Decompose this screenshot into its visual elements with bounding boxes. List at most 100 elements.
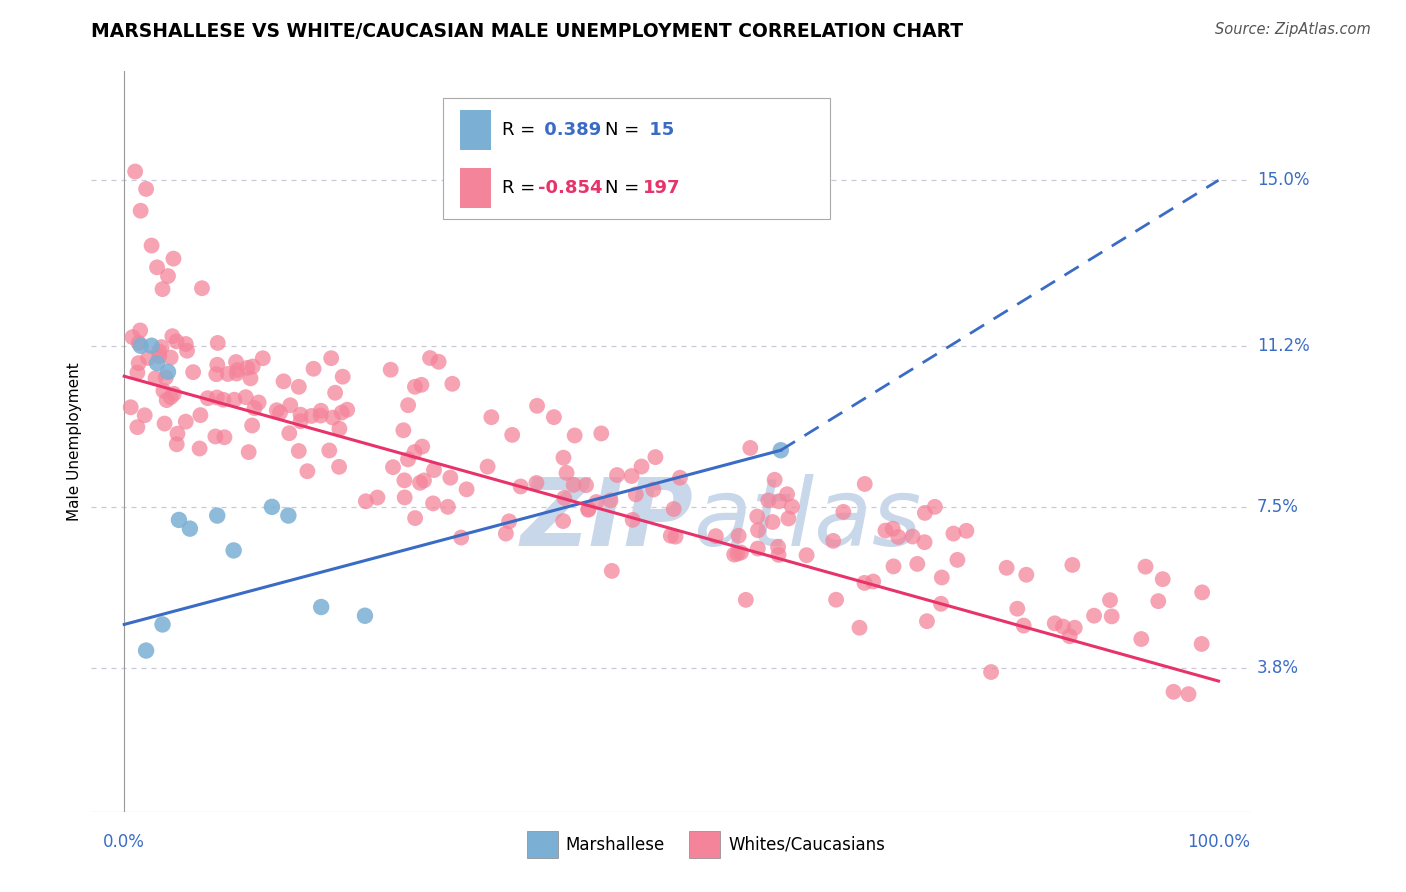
Text: 11.2%: 11.2%	[1257, 336, 1309, 355]
Point	[1015, 567, 1038, 582]
Point	[1098, 593, 1121, 607]
Point	[328, 422, 350, 436]
Point	[553, 491, 575, 505]
Point	[159, 351, 181, 365]
Point	[148, 344, 170, 359]
Point	[763, 473, 786, 487]
Point	[600, 564, 623, 578]
Point	[553, 450, 575, 465]
Point	[498, 514, 520, 528]
Point	[578, 502, 600, 516]
Point	[946, 553, 969, 567]
Point	[205, 368, 228, 382]
Point	[769, 443, 792, 458]
Point	[882, 559, 904, 574]
Point	[152, 384, 174, 398]
Point	[145, 371, 167, 385]
Point	[207, 335, 229, 350]
Point	[1147, 594, 1170, 608]
Point	[796, 548, 818, 562]
Point	[166, 426, 188, 441]
Point	[1012, 618, 1035, 632]
Point	[156, 268, 179, 283]
Point	[441, 376, 464, 391]
Point	[411, 377, 433, 392]
Point	[148, 349, 170, 363]
Point	[159, 390, 181, 404]
Point	[242, 359, 264, 374]
Point	[630, 459, 652, 474]
Point	[823, 533, 845, 548]
Point	[848, 621, 870, 635]
Point	[155, 370, 177, 384]
Point	[1059, 629, 1081, 643]
Point	[396, 452, 419, 467]
Point	[302, 361, 325, 376]
Point	[176, 343, 198, 358]
Point	[411, 440, 433, 454]
Point	[479, 410, 502, 425]
Point	[290, 408, 312, 422]
Point	[288, 380, 311, 394]
Point	[243, 401, 266, 415]
Point	[980, 665, 1002, 679]
Point	[832, 505, 855, 519]
Point	[1191, 585, 1213, 599]
Text: R =: R =	[502, 178, 541, 196]
Point	[1130, 632, 1153, 646]
Point	[901, 530, 924, 544]
Point	[166, 334, 188, 349]
Point	[179, 522, 201, 536]
Point	[322, 410, 344, 425]
Point	[153, 417, 176, 431]
Point	[124, 164, 146, 178]
Point	[146, 356, 169, 370]
Point	[591, 426, 613, 441]
Point	[129, 323, 152, 337]
Point	[1052, 619, 1074, 633]
Point	[238, 445, 260, 459]
Text: N =: N =	[605, 120, 644, 139]
Point	[1043, 616, 1066, 631]
Point	[740, 441, 762, 455]
Point	[174, 337, 197, 351]
Point	[562, 478, 585, 492]
Point	[266, 403, 288, 417]
Point	[599, 493, 621, 508]
Point	[174, 415, 197, 429]
Point	[318, 443, 340, 458]
Point	[191, 281, 214, 295]
Point	[766, 540, 789, 554]
Point	[269, 406, 291, 420]
Point	[366, 491, 388, 505]
Point	[664, 530, 686, 544]
Point	[1135, 559, 1157, 574]
Point	[644, 450, 666, 464]
Point	[121, 330, 143, 344]
Point	[543, 410, 565, 425]
Point	[404, 511, 426, 525]
Point	[141, 238, 163, 252]
Text: -0.854: -0.854	[538, 178, 603, 196]
Point	[212, 392, 235, 407]
Point	[278, 398, 301, 412]
Point	[236, 360, 259, 375]
Point	[1177, 687, 1199, 701]
Point	[152, 282, 174, 296]
Point	[780, 500, 803, 514]
Point	[181, 365, 204, 379]
Point	[135, 182, 157, 196]
Text: 0.389: 0.389	[538, 120, 602, 139]
Point	[156, 365, 179, 379]
Point	[309, 409, 332, 423]
Point	[120, 401, 142, 415]
Point	[240, 418, 263, 433]
Point	[825, 592, 848, 607]
Point	[905, 557, 928, 571]
Point	[225, 367, 247, 381]
Point	[914, 506, 936, 520]
Point	[882, 522, 904, 536]
Point	[450, 531, 472, 545]
Point	[853, 575, 876, 590]
Point	[321, 351, 343, 366]
